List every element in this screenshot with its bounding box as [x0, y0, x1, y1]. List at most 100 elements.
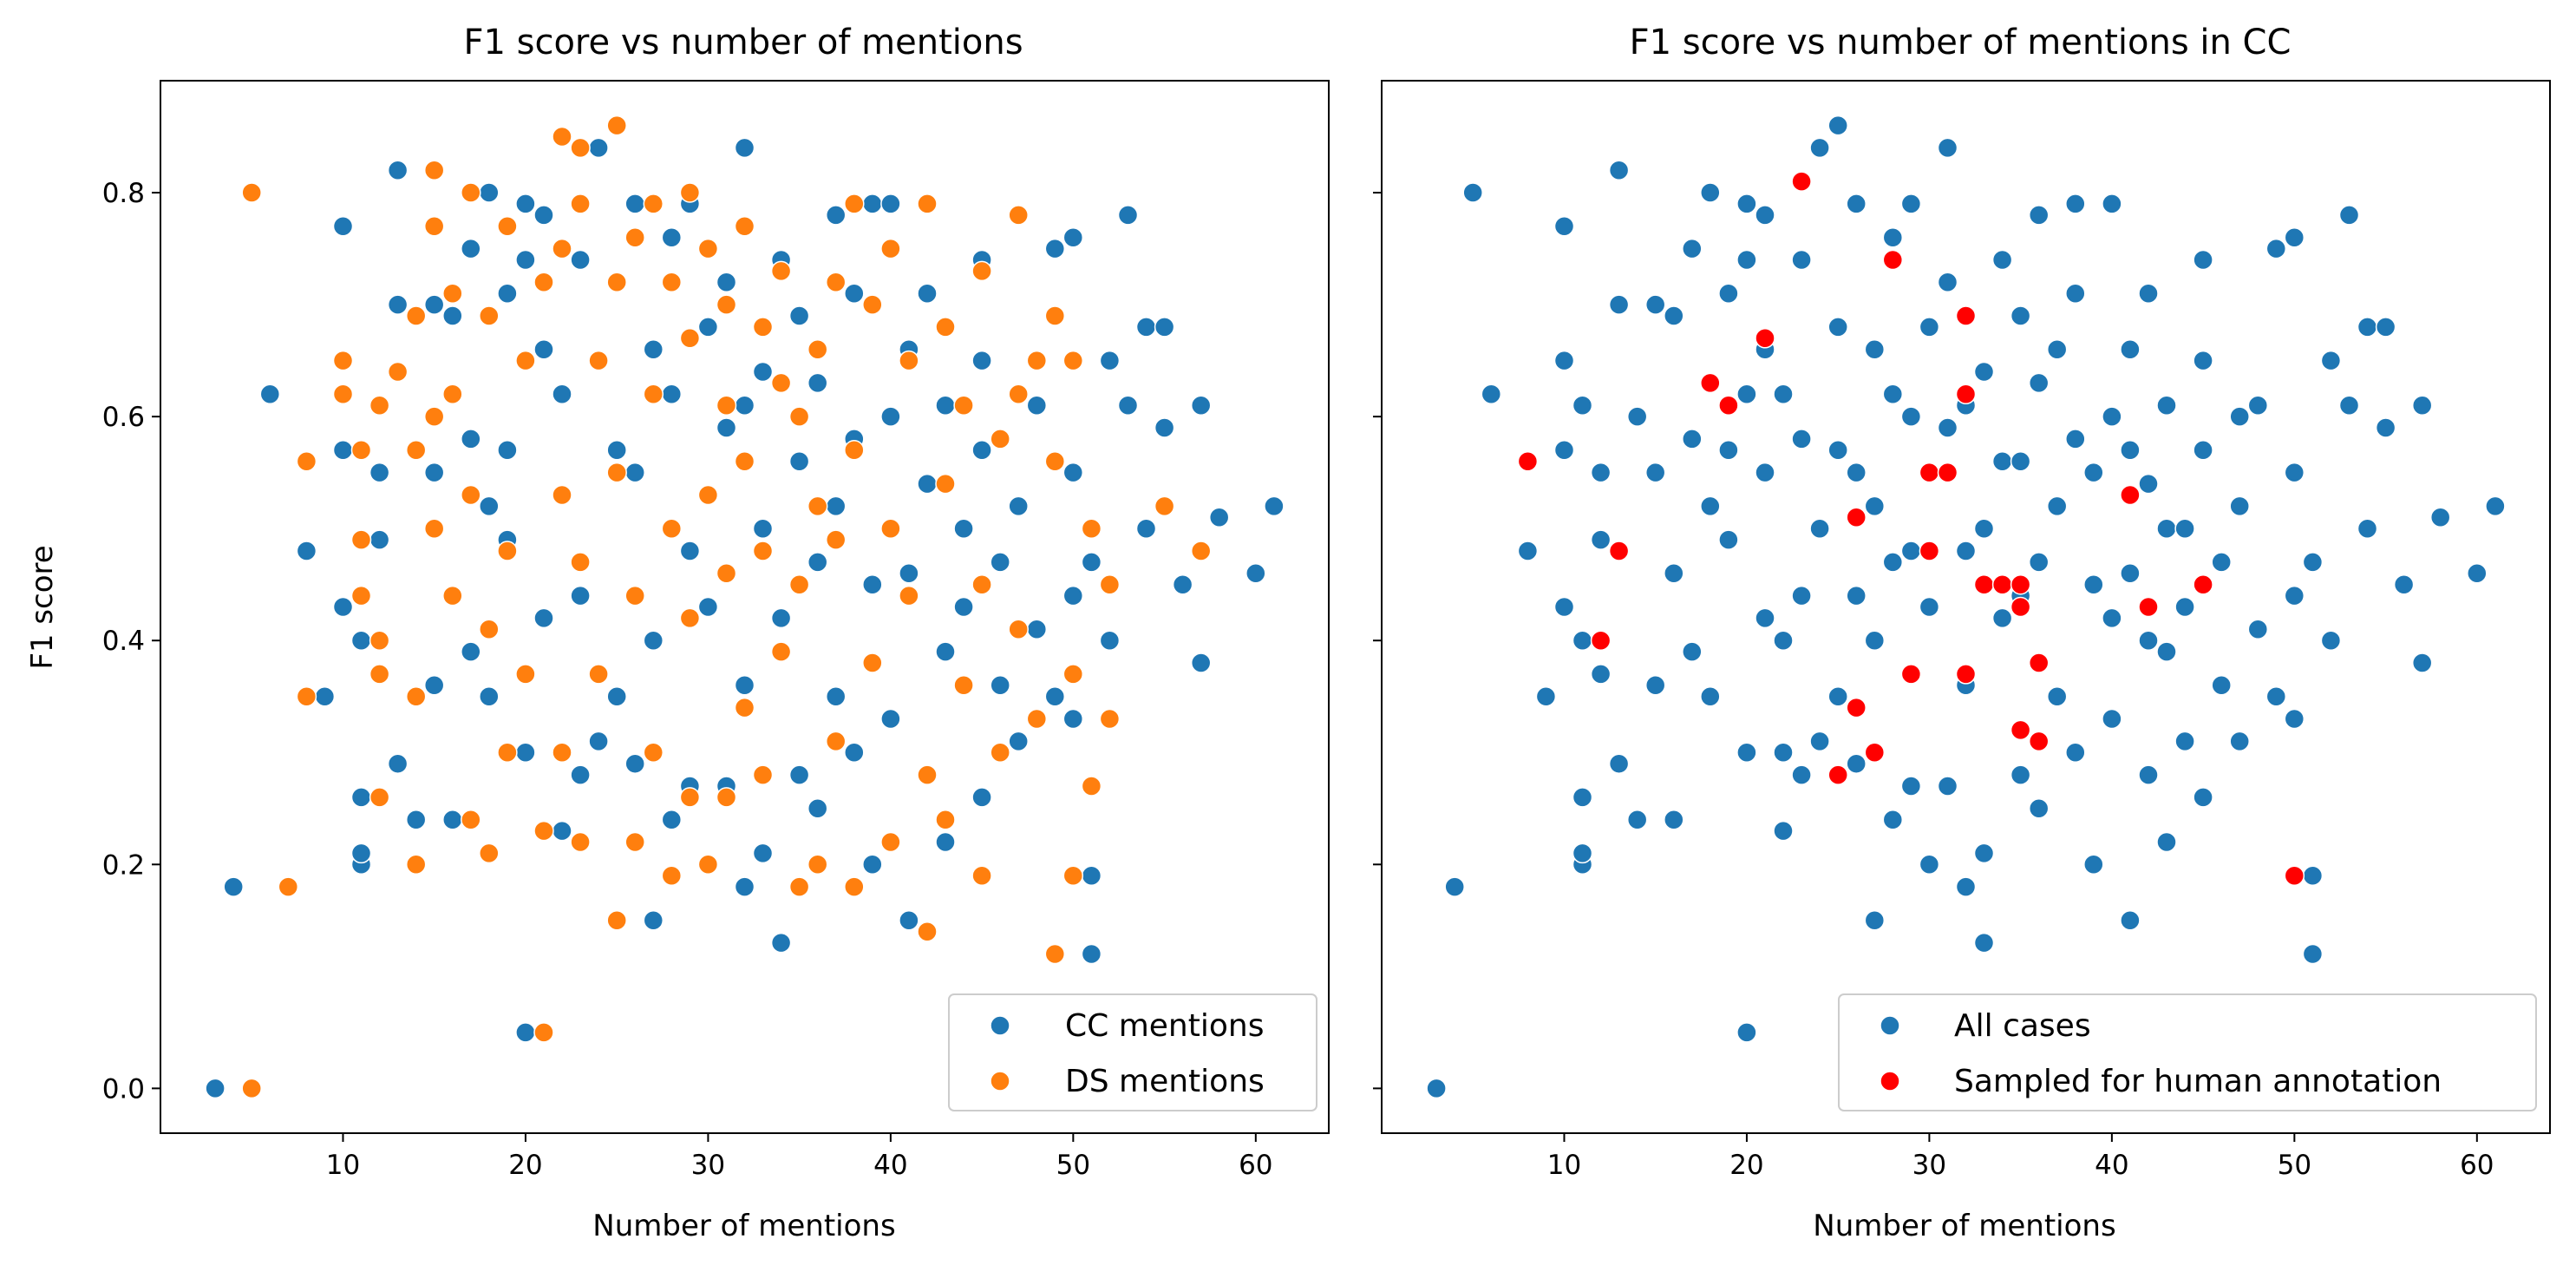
left-point-cc-mentions-87 [844, 742, 865, 764]
right-point-all-cases-150 [2284, 708, 2305, 730]
left-point-cc-mentions-84 [825, 205, 847, 226]
right-x-tick-label-50: 50 [2278, 1150, 2311, 1181]
left-point-cc-mentions-17 [405, 809, 427, 830]
right-x-tick-label-10: 10 [1547, 1150, 1581, 1181]
left-point-ds-mentions-37 [533, 1022, 554, 1043]
right-point-all-cases-107 [2046, 338, 2068, 360]
left-point-ds-mentions-120 [1044, 305, 1066, 326]
left-point-ds-mentions-44 [570, 137, 591, 159]
left-point-ds-mentions-89 [825, 272, 847, 293]
left-point-ds-mentions-4 [296, 685, 317, 707]
right-point-all-cases-162 [2393, 574, 2415, 595]
left-point-cc-mentions-101 [917, 283, 938, 304]
left-legend: CC mentions DS mentions [948, 993, 1317, 1111]
right-point-all-cases-93 [1973, 932, 1995, 954]
left-point-cc-mentions-133 [1154, 417, 1175, 438]
left-point-cc-mentions-33 [515, 249, 536, 271]
left-point-ds-mentions-96 [862, 652, 883, 673]
right-point-all-cases-27 [1664, 305, 1684, 326]
left-point-cc-mentions-100 [917, 473, 938, 495]
left-point-ds-mentions-41 [552, 238, 572, 259]
right-point-all-cases-12 [1572, 843, 1593, 864]
left-point-ds-mentions-80 [770, 260, 792, 282]
left-point-ds-mentions-30 [479, 843, 500, 864]
left-point-cc-mentions-121 [1062, 585, 1084, 606]
left-point-ds-mentions-36 [515, 664, 536, 685]
left-point-ds-mentions-12 [369, 395, 390, 416]
right-point-all-cases-59 [1827, 440, 1848, 461]
left-point-cc-mentions-28 [479, 685, 500, 707]
right-x-tick-label-20: 20 [1729, 1150, 1763, 1181]
left-point-cc-mentions-131 [1135, 518, 1157, 539]
right-point-sampled-for-human-annotation-27 [2138, 596, 2159, 618]
left-point-ds-mentions-103 [917, 921, 938, 942]
right-point-all-cases-57 [1809, 518, 1830, 539]
left-point-ds-mentions-47 [570, 831, 591, 853]
right-point-all-cases-92 [1973, 518, 1995, 539]
left-point-cc-mentions-0 [205, 1078, 226, 1099]
left-point-ds-mentions-14 [387, 361, 409, 383]
left-point-cc-mentions-6 [332, 440, 354, 461]
right-point-all-cases-1 [1444, 876, 1465, 897]
left-point-ds-mentions-79 [752, 541, 774, 561]
left-point-ds-mentions-20 [423, 216, 445, 237]
right-point-all-cases-135 [2193, 350, 2213, 371]
left-point-ds-mentions-66 [679, 607, 701, 629]
left-point-cc-mentions-23 [461, 238, 481, 259]
right-point-all-cases-132 [2174, 596, 2195, 618]
right-point-all-cases-145 [2265, 238, 2287, 259]
left-point-ds-mentions-129 [1099, 708, 1121, 730]
right-point-all-cases-90 [1973, 361, 1995, 383]
right-point-all-cases-154 [2320, 350, 2342, 371]
left-point-cc-mentions-137 [1208, 507, 1230, 528]
right-chart-title: F1 score vs number of mentions in CC [1630, 23, 2292, 62]
left-point-cc-mentions-70 [734, 876, 755, 897]
right-point-all-cases-73 [1882, 552, 1904, 573]
right-point-all-cases-121 [2120, 563, 2141, 584]
left-point-cc-mentions-54 [643, 630, 664, 651]
right-point-all-cases-5 [1535, 685, 1557, 707]
left-point-ds-mentions-2 [278, 876, 299, 897]
right-point-all-cases-33 [1700, 495, 1721, 517]
left-point-ds-mentions-104 [917, 764, 938, 785]
right-point-all-cases-55 [1809, 137, 1830, 159]
right-point-all-cases-122 [2120, 440, 2141, 461]
left-point-cc-mentions-130 [1135, 317, 1157, 338]
right-point-sampled-for-human-annotation-24 [2028, 652, 2050, 673]
left-point-cc-mentions-105 [953, 518, 974, 539]
right-point-sampled-for-human-annotation-4 [1718, 395, 1739, 416]
left-point-ds-mentions-1 [241, 182, 262, 203]
right-point-all-cases-20 [1608, 753, 1630, 774]
right-point-all-cases-31 [1682, 641, 1703, 662]
right-point-sampled-for-human-annotation-19 [1973, 574, 1995, 595]
left-point-cc-mentions-48 [606, 440, 627, 461]
left-point-cc-mentions-44 [570, 585, 591, 606]
right-point-all-cases-148 [2284, 462, 2305, 483]
left-point-ds-mentions-113 [990, 429, 1010, 449]
left-point-ds-mentions-130 [1154, 495, 1175, 517]
left-point-ds-mentions-56 [624, 831, 645, 853]
right-point-all-cases-36 [1718, 440, 1739, 461]
right-point-all-cases-85 [1937, 137, 1958, 159]
right-point-all-cases-119 [2120, 338, 2141, 360]
left-y-ticks: 0.0 0.2 0.4 0.6 0.8 [102, 178, 160, 1105]
right-point-all-cases-103 [2028, 372, 2050, 394]
right-point-sampled-for-human-annotation-26 [2120, 484, 2141, 506]
right-point-all-cases-114 [2083, 462, 2104, 483]
left-x-ticks: 10 20 30 40 50 60 [326, 1133, 1273, 1181]
right-point-sampled-for-human-annotation-5 [1755, 328, 1775, 349]
left-y-tick-label-0: 0.0 [102, 1073, 145, 1105]
left-point-cc-mentions-134 [1172, 574, 1193, 595]
left-point-ds-mentions-73 [716, 563, 737, 584]
right-point-all-cases-91 [1973, 843, 1995, 864]
left-point-cc-mentions-116 [1026, 395, 1048, 416]
left-point-cc-mentions-118 [1044, 685, 1066, 707]
right-point-all-cases-60 [1827, 685, 1848, 707]
right-point-all-cases-67 [1864, 630, 1886, 651]
left-point-cc-mentions-138 [1246, 563, 1266, 584]
right-point-all-cases-139 [2211, 552, 2232, 573]
left-point-cc-mentions-18 [423, 294, 445, 315]
right-point-all-cases-149 [2284, 585, 2305, 606]
left-point-ds-mentions-19 [423, 160, 445, 180]
left-point-cc-mentions-64 [697, 596, 719, 618]
